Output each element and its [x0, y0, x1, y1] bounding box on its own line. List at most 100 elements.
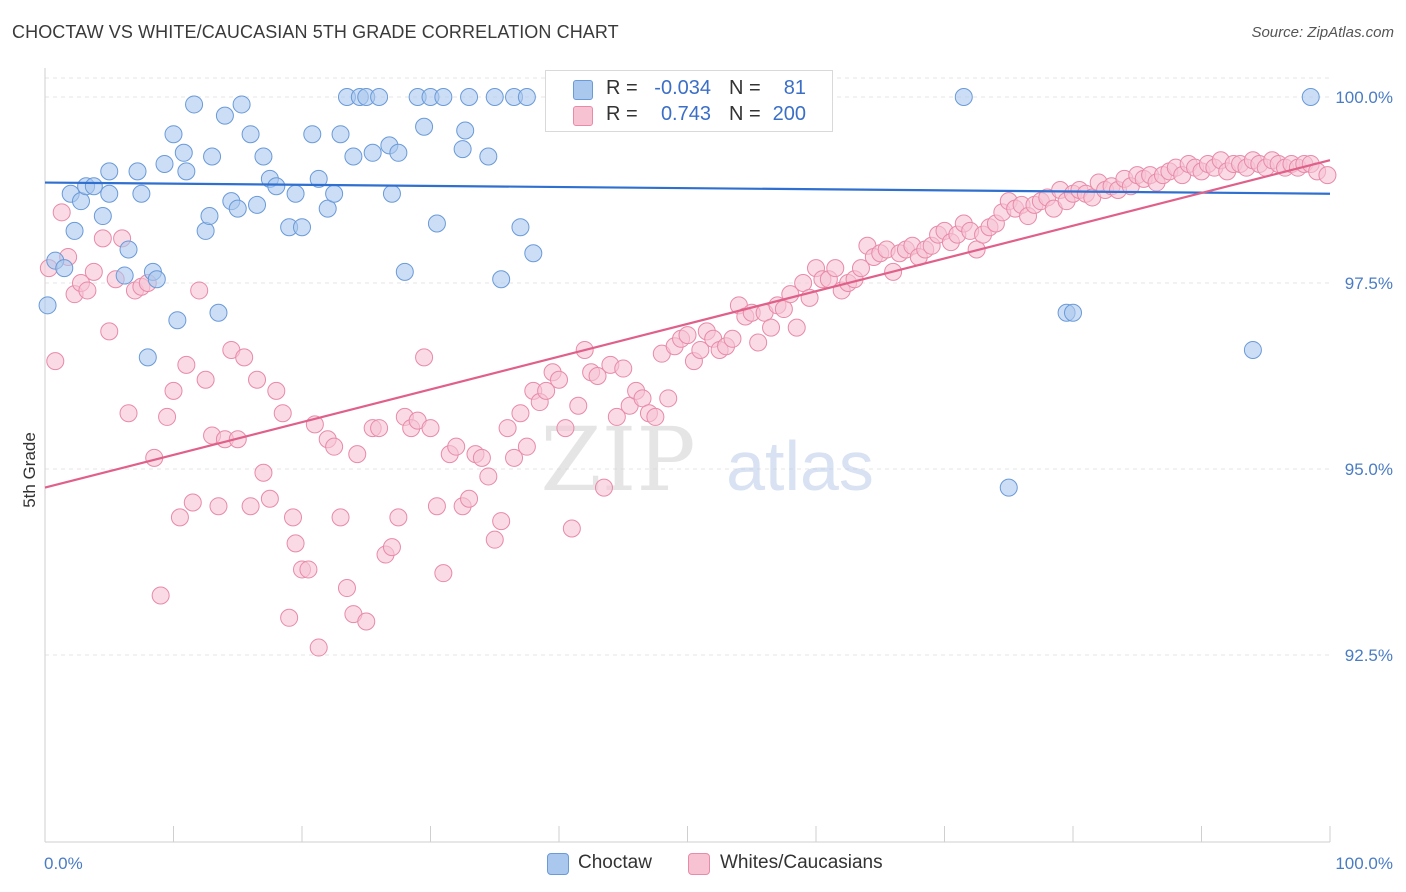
point-whites	[209, 497, 228, 516]
trend-line-choctaw	[44, 181, 1331, 195]
point-whites	[569, 396, 588, 415]
legend-swatch-whites	[688, 853, 710, 875]
point-whites	[851, 259, 870, 278]
point-choctaw	[370, 88, 389, 106]
point-whites	[273, 404, 292, 423]
trend-line-whites	[44, 159, 1331, 489]
point-whites	[177, 355, 196, 374]
point-choctaw	[168, 311, 187, 330]
y-tick-label: 100.0%	[1335, 88, 1393, 107]
point-choctaw	[177, 162, 196, 181]
watermark: ZIP atlas	[540, 408, 874, 511]
point-choctaw	[100, 184, 119, 203]
point-whites	[691, 340, 710, 359]
series-legend: Choctaw Whites/Caucasians	[0, 852, 1406, 878]
point-whites	[183, 493, 202, 512]
point-choctaw	[453, 140, 472, 159]
watermark-atlas: atlas	[726, 427, 874, 505]
point-choctaw	[434, 88, 453, 106]
point-whites	[357, 612, 376, 631]
point-choctaw	[115, 266, 134, 285]
point-whites	[556, 419, 575, 438]
point-whites	[158, 407, 177, 426]
point-whites	[84, 262, 103, 281]
point-choctaw	[209, 303, 228, 322]
legend-n-value: 81	[783, 77, 806, 99]
point-whites	[537, 381, 556, 400]
point-whites	[248, 370, 267, 389]
point-choctaw	[395, 262, 414, 281]
point-whites	[505, 448, 524, 467]
point-choctaw	[232, 95, 251, 114]
point-choctaw	[185, 95, 204, 114]
legend-swatch-choctaw	[573, 80, 593, 100]
point-choctaw	[492, 270, 511, 289]
point-choctaw	[293, 218, 311, 237]
point-whites	[331, 508, 350, 527]
series-choctaw-points	[38, 88, 1320, 497]
point-choctaw	[286, 184, 305, 203]
legend-row-whites: R = 0.743 N = 200	[546, 103, 832, 129]
point-whites	[382, 538, 401, 557]
point-whites	[588, 367, 607, 385]
point-whites	[170, 508, 189, 527]
point-whites	[196, 370, 215, 389]
point-whites	[100, 322, 119, 341]
point-whites	[794, 274, 813, 292]
point-whites	[427, 497, 446, 516]
legend-r-value: 0.743	[660, 103, 711, 125]
point-whites	[550, 370, 568, 389]
point-choctaw	[363, 143, 382, 162]
point-whites	[325, 437, 344, 456]
point-choctaw	[147, 270, 166, 289]
point-choctaw	[303, 125, 322, 144]
point-whites	[267, 381, 286, 400]
legend-row-choctaw: R = -0.034 N = 81	[546, 77, 832, 103]
point-choctaw	[254, 147, 273, 166]
point-choctaw	[203, 147, 222, 166]
point-whites	[492, 512, 511, 531]
legend-swatch-whites	[573, 106, 593, 126]
legend-label-whites: Whites/Caucasians	[720, 852, 883, 873]
x-tick-label: 0.0%	[44, 854, 83, 873]
point-choctaw	[479, 147, 498, 166]
point-whites	[659, 389, 678, 408]
point-whites	[337, 579, 356, 598]
point-choctaw	[164, 125, 183, 144]
point-choctaw	[517, 88, 536, 106]
point-whites	[511, 404, 530, 423]
point-choctaw	[389, 143, 408, 162]
legend-r-label: R =	[606, 77, 638, 99]
point-choctaw	[325, 184, 344, 203]
series-whites-points	[39, 151, 1337, 657]
point-whites	[723, 329, 742, 348]
legend-n-label: N =	[729, 77, 761, 99]
point-whites	[434, 564, 453, 583]
point-choctaw	[267, 177, 286, 196]
point-whites	[190, 281, 209, 300]
point-choctaw	[200, 207, 219, 226]
point-choctaw	[309, 169, 328, 188]
point-whites	[235, 348, 254, 367]
point-whites	[787, 318, 806, 337]
point-choctaw	[84, 177, 103, 196]
point-whites	[749, 333, 768, 352]
point-choctaw	[174, 143, 193, 162]
point-whites	[774, 300, 793, 319]
point-whites	[447, 437, 466, 456]
point-whites	[119, 404, 138, 423]
point-choctaw	[456, 121, 475, 140]
point-choctaw	[524, 244, 543, 263]
point-choctaw	[65, 221, 84, 240]
point-whites	[472, 448, 491, 467]
point-choctaw	[427, 214, 446, 233]
point-choctaw	[241, 125, 260, 144]
point-whites	[280, 608, 299, 627]
point-choctaw	[485, 88, 504, 106]
point-choctaw	[93, 207, 112, 226]
point-choctaw	[331, 125, 350, 144]
point-whites	[415, 348, 434, 367]
y-tick-label: 95.0%	[1345, 460, 1393, 479]
point-whites	[52, 203, 71, 222]
